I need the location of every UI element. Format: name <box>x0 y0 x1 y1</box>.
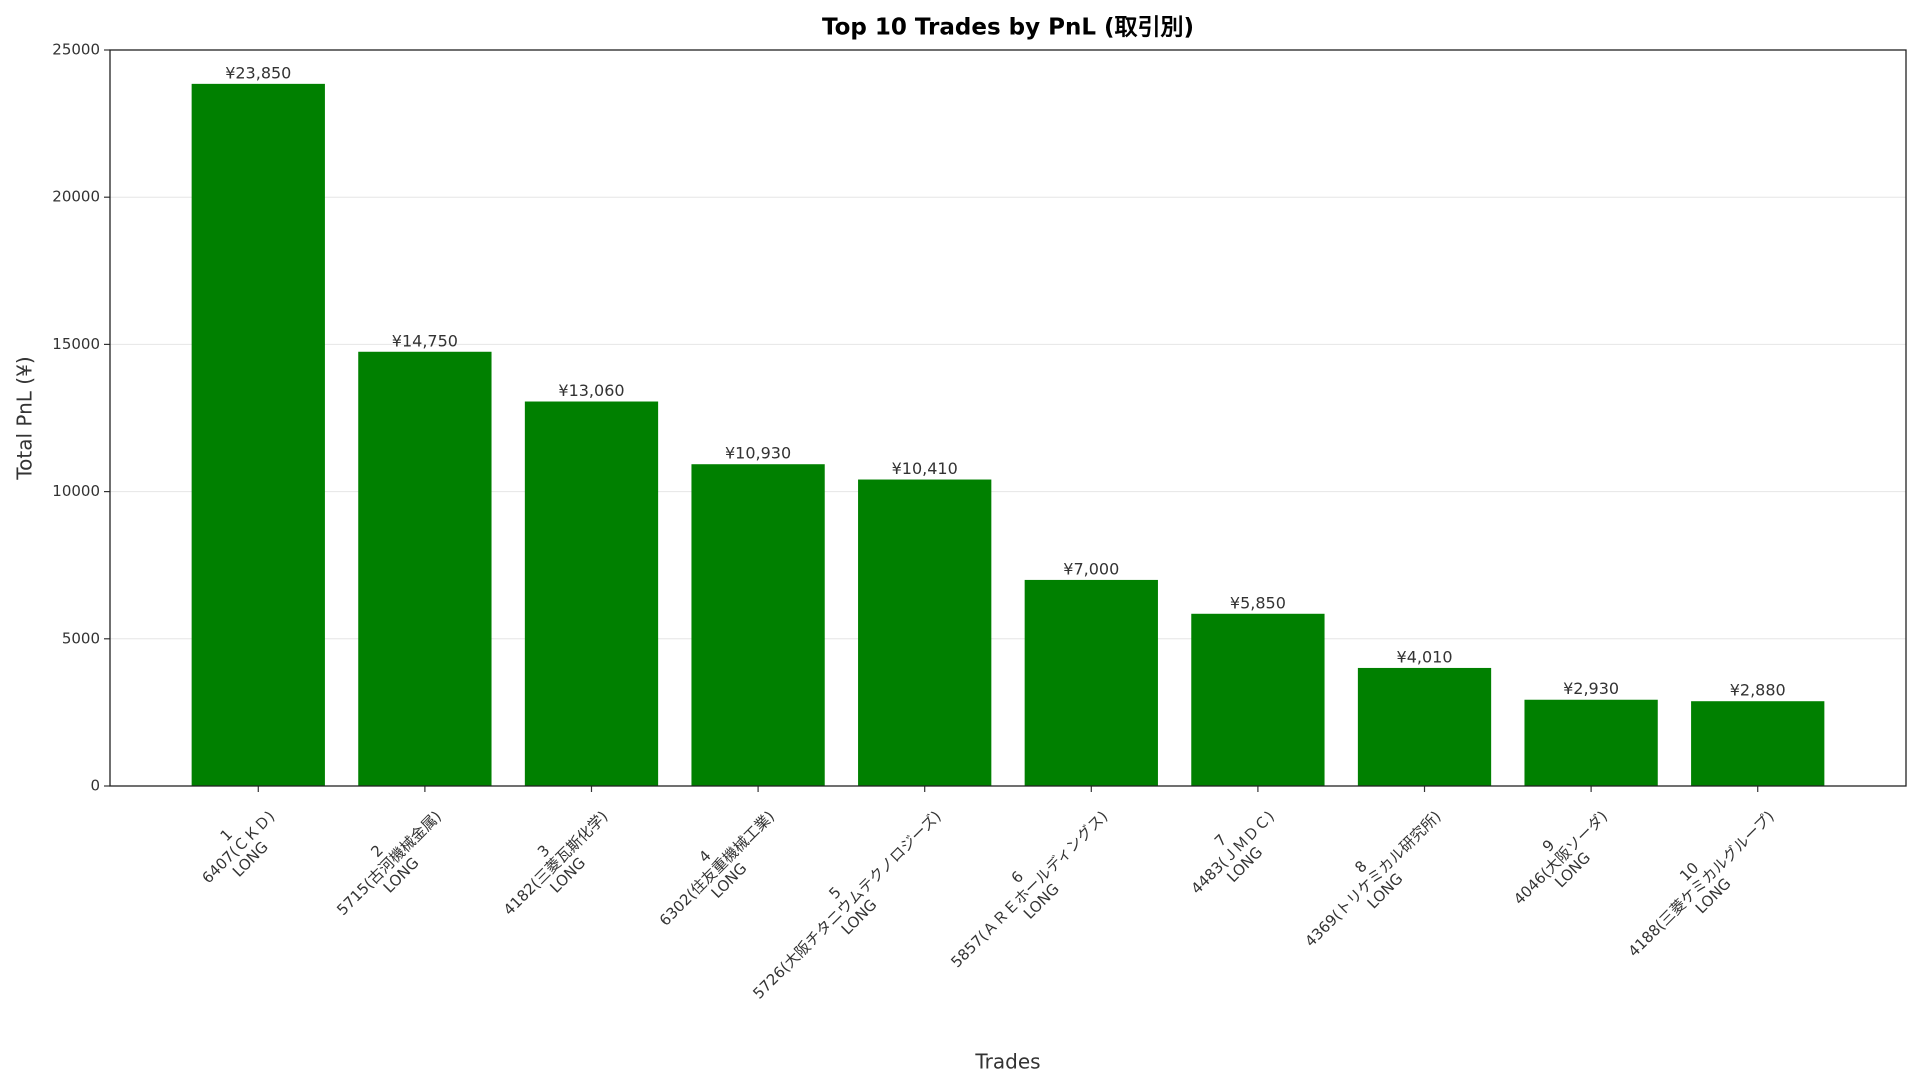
x-tick-label-line: 4369(トリケミカル研究所) <box>1301 807 1444 950</box>
chart-title: Top 10 Trades by PnL (取引別) <box>822 15 1194 41</box>
bar <box>358 351 492 786</box>
value-label: ¥13,060 <box>558 381 624 400</box>
value-label: ¥23,850 <box>225 63 291 82</box>
value-label: ¥10,410 <box>892 459 958 478</box>
x-tick-label-line: 4483(ＪＭＤＣ) <box>1188 807 1278 897</box>
y-tick-label: 15000 <box>52 335 100 353</box>
y-tick-label: 0 <box>90 777 100 795</box>
x-tick-label-line: 6302(住友重機械工業) <box>656 807 778 929</box>
bar <box>524 401 659 786</box>
y-tick-label: 10000 <box>52 482 100 500</box>
y-axis-label: Total PnL (¥) <box>13 356 37 480</box>
value-label: ¥14,750 <box>392 331 458 350</box>
x-tick-label-line: 5726(大阪チタニウムテクノロジーズ) <box>749 807 944 1002</box>
value-label: ¥7,000 <box>1063 559 1119 578</box>
value-label: ¥10,930 <box>725 444 791 463</box>
bar <box>191 83 325 786</box>
x-tick-label-line: 4182(三菱瓦斯化学) <box>500 807 612 919</box>
value-label: ¥2,930 <box>1563 679 1619 698</box>
y-tick-label: 5000 <box>62 629 100 647</box>
bar <box>1024 579 1158 786</box>
bar <box>1191 613 1325 786</box>
x-axis-label: Trades <box>974 1050 1040 1074</box>
x-tick-label-line: 5857(ＡＲＥホールディングス) <box>947 807 1111 971</box>
bar <box>1524 699 1658 786</box>
y-tick-label: 25000 <box>52 41 100 59</box>
bar <box>691 464 825 786</box>
bar <box>1691 701 1825 786</box>
bar <box>858 479 992 786</box>
y-tick-label: 20000 <box>52 188 100 206</box>
x-tick-label-line: 5715(古河機械金属) <box>333 807 445 919</box>
x-tick-label-line: 4046(大阪ソーダ) <box>1510 807 1611 908</box>
value-label: ¥4,010 <box>1397 647 1453 666</box>
bar <box>1357 667 1492 786</box>
plot-frame <box>109 49 1907 787</box>
value-label: ¥5,850 <box>1230 593 1286 612</box>
value-label: ¥2,880 <box>1730 681 1786 700</box>
x-tick-label-line: 4188(三菱ケミカルグループ) <box>1625 807 1778 960</box>
